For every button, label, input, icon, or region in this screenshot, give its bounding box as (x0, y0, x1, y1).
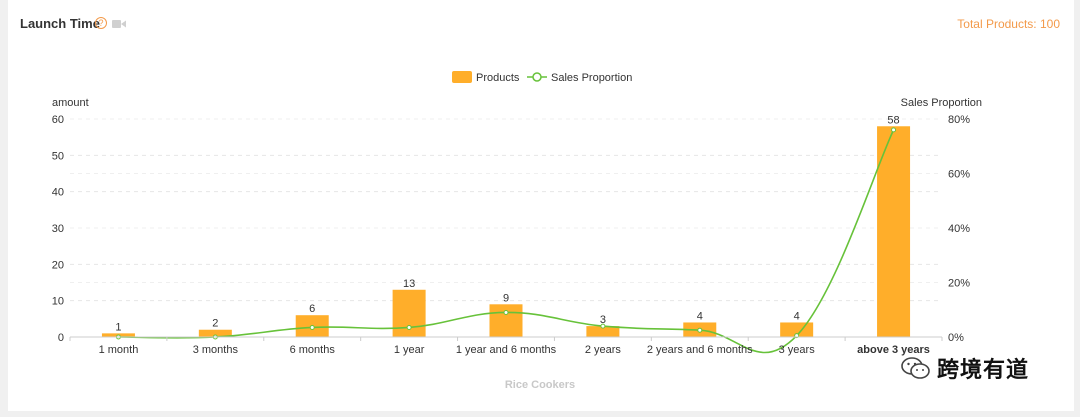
bar-data-label: 4 (794, 310, 800, 322)
legend-marker-sales (532, 72, 542, 82)
y-axis-left-title: amount (52, 97, 89, 109)
x-axis-title: Rice Cookers (505, 379, 575, 391)
x-tick-label: 1 year and 6 months (456, 344, 557, 356)
bar-data-label: 4 (697, 310, 703, 322)
x-tick-label: 6 months (290, 344, 336, 356)
page-title: Launch Time (20, 16, 100, 31)
legend-label-sales: Sales Proportion (551, 72, 632, 84)
y-axis-right-title: Sales Proportion (901, 97, 982, 109)
combo-chart: Products Sales Proportion amount Sales P… (52, 71, 982, 391)
x-tick-label: 2 years and 6 months (647, 344, 753, 356)
bar-products[interactable] (198, 329, 232, 337)
y-right-tick-label: 20% (948, 278, 970, 290)
y-right-tick-label: 60% (948, 169, 970, 181)
line-series-sales-proportion (115, 127, 897, 354)
bar-data-label: 58 (887, 114, 899, 126)
x-tick-label: 3 months (193, 344, 239, 356)
legend-label-products: Products (476, 72, 520, 84)
y-left-tick-label: 40 (52, 187, 64, 199)
sales-proportion-point[interactable] (406, 324, 412, 330)
bar-products[interactable] (489, 304, 523, 337)
chart-card: Launch Time ? Total Products: 100 Produc… (8, 0, 1074, 411)
legend-swatch-products (452, 71, 472, 83)
x-tick-label: 3 years (779, 344, 816, 356)
bar-data-label: 13 (403, 278, 415, 290)
y-left-tick-label: 60 (52, 114, 64, 126)
watermark: 跨境有道 (901, 352, 1029, 384)
sales-proportion-point[interactable] (600, 323, 606, 329)
sales-proportion-point[interactable] (503, 309, 509, 315)
x-tick-label: 1 year (394, 344, 425, 356)
y-left-tick-label: 30 (52, 223, 64, 235)
sales-proportion-point[interactable] (891, 127, 897, 133)
bar-data-labels: 1 2 6 13 9 3 4 4 58 (115, 114, 899, 333)
x-tick-label: 2 years (585, 344, 622, 356)
x-tick-label: above 3 years (857, 344, 930, 356)
y-left-tick-label: 0 (58, 332, 64, 344)
x-tick-label: 1 month (99, 344, 139, 356)
bar-data-label: 6 (309, 303, 315, 315)
bar-data-label: 1 (115, 321, 121, 333)
y-right-tick-label: 40% (948, 223, 970, 235)
bar-data-label: 9 (503, 292, 509, 304)
video-icon[interactable] (112, 19, 126, 29)
sales-proportion-point[interactable] (309, 324, 315, 330)
sales-proportion-point[interactable] (697, 327, 703, 333)
y-left-tick-label: 10 (52, 296, 64, 308)
bar-products[interactable] (586, 326, 620, 337)
y-left-tick-label: 50 (52, 150, 64, 162)
y-left-tick-label: 20 (52, 259, 64, 271)
bar-products[interactable] (877, 126, 911, 338)
chart-legend[interactable]: Products Sales Proportion (452, 71, 632, 84)
total-products: Total Products: 100 (957, 17, 1060, 31)
bar-series-products (101, 126, 911, 338)
grid-lines: 0 10 20 30 40 50 60 0% 20% 40% 60% 80% (52, 114, 970, 344)
y-right-tick-label: 80% (948, 114, 970, 126)
watermark-text: 跨境有道 (937, 358, 1030, 383)
bar-data-label: 3 (600, 314, 606, 326)
wechat-icon (901, 357, 930, 379)
bar-data-label: 2 (212, 318, 218, 330)
help-icon[interactable]: ? (95, 17, 107, 29)
axes: 1 month 3 months 6 months 1 year 1 year and … (69, 336, 943, 356)
y-right-tick-label: 0% (948, 332, 964, 344)
